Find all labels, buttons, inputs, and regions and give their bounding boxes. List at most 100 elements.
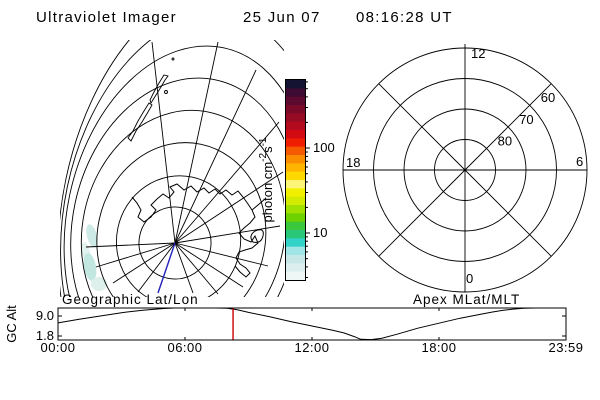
colorbar-units-label: photon cm-2s-1 bbox=[258, 137, 275, 222]
uv-glow-patches bbox=[81, 224, 107, 291]
colorbar-band bbox=[286, 163, 305, 173]
colorbar-band bbox=[286, 271, 305, 281]
status-mode-column: Mode: Normal Dsp: -5.4 bbox=[215, 363, 301, 400]
mlt-hour-label: 18 bbox=[346, 155, 360, 170]
latitude-circle bbox=[80, 109, 284, 297]
colorbar-frame bbox=[285, 79, 306, 281]
gc-alt-axis-label: GC Alt bbox=[4, 305, 19, 343]
meridian-line bbox=[95, 242, 176, 268]
antarctica-coastline bbox=[251, 198, 266, 211]
status-door-column: Door: Open Gain: 14 bbox=[110, 363, 181, 400]
mlt-hour-label: 0 bbox=[466, 271, 473, 286]
colorbar-band bbox=[286, 88, 305, 98]
meridian-line bbox=[137, 242, 176, 293]
latitude-circle bbox=[63, 45, 284, 297]
x-tick-label: 18:00 bbox=[421, 340, 456, 355]
colorbar-tick-label: 10 bbox=[313, 225, 327, 240]
x-tick-label: 06:00 bbox=[167, 340, 202, 355]
gc-alt-strip: 00:00 06:00 12:00 18:00 23:59 9.0 1.8 GC Alt bbox=[4, 305, 583, 355]
mlt-spoke bbox=[378, 83, 466, 171]
colorbar-band bbox=[286, 105, 305, 114]
status-gcalt-column: GC Alt: 8.4 Re Seq: 39 bbox=[318, 363, 407, 400]
status-flight-column: Flt: LBHL IP: 36.0 bbox=[8, 363, 66, 400]
mlat-ring-label: 60 bbox=[541, 90, 555, 105]
time-label: 08:16:28 UT bbox=[356, 9, 453, 26]
uv-glow-patch bbox=[91, 277, 107, 291]
colorbar-band bbox=[286, 80, 305, 89]
colorbar-band bbox=[286, 263, 305, 273]
x-tick-label: 00:00 bbox=[40, 340, 75, 355]
mlat-ring-label: 80 bbox=[498, 133, 512, 148]
spacecraft-track-line bbox=[157, 242, 176, 294]
meridian-grid bbox=[85, 41, 284, 295]
date-label: 25 Jun 07 bbox=[243, 9, 321, 26]
mlt-hour-label: 6 bbox=[576, 154, 583, 169]
colorbar-band bbox=[286, 255, 305, 264]
meridian-line bbox=[151, 41, 176, 244]
meridian-line bbox=[174, 171, 284, 244]
colorbar-band bbox=[286, 155, 305, 164]
colorbar-band bbox=[286, 138, 305, 148]
meridian-line bbox=[174, 242, 194, 294]
colorbar-band bbox=[286, 238, 305, 248]
mlt-grid-caption: Apex MLat/MLT bbox=[413, 292, 520, 307]
antarctica-coastline bbox=[131, 183, 253, 223]
colorbar-band bbox=[286, 96, 305, 106]
island-coastline bbox=[149, 74, 169, 105]
latitude-circle bbox=[60, 40, 284, 297]
mlt-hour-label: 12 bbox=[471, 46, 485, 61]
colorbar-band bbox=[286, 113, 305, 123]
x-tick-label: 23:59 bbox=[548, 340, 583, 355]
colorbar-band bbox=[286, 196, 305, 206]
colorbar: 100 10 photon cm-2s-1 bbox=[258, 79, 335, 281]
y-tick-label: 1.8 bbox=[36, 328, 54, 343]
status-glat-column: GLat: -65.2 GLon: 162.9 bbox=[448, 363, 524, 400]
geographic-map bbox=[60, 40, 284, 297]
colorbar-band bbox=[286, 130, 305, 139]
x-tick-label: 12:00 bbox=[294, 340, 329, 355]
colorbar-band bbox=[286, 180, 305, 189]
mlt-spoke bbox=[378, 169, 466, 257]
antarctica-coastline bbox=[250, 229, 264, 243]
colorbar-band bbox=[286, 188, 305, 198]
latitude-circle bbox=[96, 142, 267, 297]
colorbar-band bbox=[286, 205, 305, 214]
meridian-line bbox=[174, 225, 281, 244]
instrument-title: Ultraviolet Imager bbox=[36, 9, 177, 26]
latitude-circle bbox=[60, 40, 284, 297]
gc-alt-curve bbox=[57, 307, 566, 341]
meridian-line bbox=[174, 41, 219, 244]
uv-glow-patch bbox=[83, 253, 97, 281]
meridian-line bbox=[174, 69, 257, 244]
island-coastline bbox=[127, 102, 153, 142]
island-dot bbox=[164, 90, 168, 94]
colorbar-band bbox=[286, 221, 305, 231]
latitude-grid bbox=[60, 40, 284, 297]
latitude-circle bbox=[115, 175, 242, 297]
colorbar-band bbox=[286, 146, 305, 156]
mlt-spoke bbox=[464, 83, 552, 171]
colorbar-band bbox=[286, 230, 305, 239]
mlt-spoke bbox=[464, 169, 552, 257]
meridian-line bbox=[174, 121, 280, 244]
uv-glow-patch bbox=[86, 224, 98, 248]
y-tick-label: 9.0 bbox=[36, 308, 54, 323]
colorbar-band bbox=[286, 213, 305, 223]
mlat-ring-label: 70 bbox=[519, 112, 533, 127]
colorbar-band bbox=[286, 246, 305, 256]
meridian-line bbox=[174, 242, 269, 267]
colorbar-band bbox=[286, 121, 305, 131]
meridian-line bbox=[112, 242, 176, 284]
geo-map-caption: Geographic Lat/Lon bbox=[62, 292, 199, 307]
colorbar-tick-label: 100 bbox=[313, 140, 335, 155]
meridian-line bbox=[174, 242, 244, 288]
meridian-line bbox=[85, 242, 176, 248]
island-dot bbox=[171, 57, 175, 61]
latitude-circle bbox=[70, 77, 284, 297]
antarctica-coastline bbox=[234, 209, 259, 278]
colorbar-band bbox=[286, 171, 305, 181]
meridian-line bbox=[174, 242, 219, 295]
